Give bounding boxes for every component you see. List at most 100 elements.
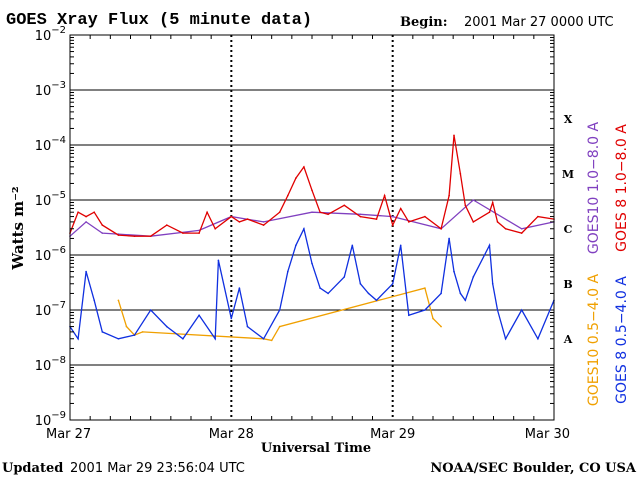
data-point — [166, 224, 168, 226]
data-point — [230, 317, 233, 320]
data-point — [453, 134, 455, 137]
data-point — [391, 283, 394, 285]
data-point — [262, 224, 265, 226]
data-point — [488, 244, 491, 247]
data-point — [399, 244, 402, 247]
x-tick-label: Mar 28 — [209, 427, 254, 442]
data-point — [472, 221, 475, 223]
data-point — [295, 177, 297, 179]
series-goes10-1-0-8-0-a — [69, 199, 555, 237]
data-point — [278, 309, 281, 311]
data-point — [93, 299, 95, 302]
y-tick-label: 10−7 — [35, 300, 66, 319]
data-point — [359, 213, 362, 216]
data-point — [125, 325, 128, 328]
data-point — [383, 194, 386, 197]
series-line — [69, 135, 555, 237]
data-point — [262, 221, 265, 223]
data-point — [472, 276, 475, 278]
y-tick-label: 10−6 — [35, 245, 66, 264]
data-point — [359, 283, 362, 285]
y-axis-ticks: 10−9 10−8 10−7 10−6 10−5 10−4 10−3 10−2 — [35, 25, 554, 429]
data-point — [85, 221, 87, 223]
data-point — [262, 338, 265, 340]
data-point — [117, 234, 120, 236]
data-point — [537, 338, 539, 340]
x-tick-label: Mar 29 — [370, 427, 415, 442]
data-point — [311, 189, 313, 192]
data-point — [214, 338, 216, 340]
data-point — [496, 309, 499, 311]
y-axis-label: Watts m⁻² — [9, 186, 27, 270]
data-point — [238, 221, 241, 223]
data-point — [101, 331, 104, 333]
data-point — [520, 232, 523, 234]
data-point — [287, 270, 289, 273]
data-point — [448, 194, 450, 197]
data-point — [149, 235, 152, 237]
data-point — [359, 215, 362, 218]
x-axis-label: Universal Time — [261, 441, 371, 456]
data-point — [198, 232, 200, 234]
data-point — [101, 224, 104, 226]
y-tick-label: 10−5 — [35, 190, 66, 209]
updated-value: 2001 Mar 29 23:56:04 UTC — [70, 461, 245, 476]
series-line — [117, 287, 442, 342]
data-point — [440, 325, 442, 328]
flare-class-label: A — [563, 333, 573, 346]
data-point — [496, 221, 499, 223]
flare-class-label: B — [563, 278, 572, 291]
data-point — [491, 283, 494, 285]
updated-label: Updated — [2, 461, 63, 476]
day-dividers — [230, 35, 394, 420]
chart-title: GOES Xray Flux (5 minute data) — [6, 11, 312, 30]
data-point — [278, 211, 281, 213]
y-tick-label: 10−2 — [35, 25, 66, 44]
data-point — [424, 215, 426, 218]
data-point — [217, 259, 220, 262]
data-point — [399, 207, 402, 210]
data-point — [149, 309, 152, 311]
y-tick-label: 10−8 — [35, 355, 66, 374]
x-axis-ticks: Mar 27 Mar 28 Mar 29 Mar 30 — [46, 35, 570, 442]
credit: NOAA/SEC Boulder, CO USA — [430, 461, 637, 476]
data-point — [246, 325, 249, 328]
legend-entry: GOES10 1.0−8.0 A — [586, 122, 602, 255]
data-point — [472, 199, 475, 201]
data-point — [141, 331, 144, 333]
data-point — [464, 299, 467, 302]
data-point — [117, 299, 120, 302]
flare-class-labels: A B C M X — [562, 113, 574, 346]
data-point — [391, 224, 394, 226]
data-point — [343, 276, 346, 278]
data-point — [206, 211, 208, 213]
data-point — [391, 215, 394, 218]
data-point — [117, 338, 120, 340]
data-point — [287, 194, 289, 197]
data-point — [85, 270, 87, 273]
legend-entry: GOES10 0.5−4.0 A — [586, 274, 602, 407]
data-point — [166, 325, 168, 328]
y-tick-label: 10−9 — [35, 410, 66, 429]
data-point — [311, 262, 313, 265]
data-point — [270, 339, 273, 342]
legend-entry: GOES 8 1.0−8.0 A — [614, 124, 630, 252]
data-point — [424, 309, 426, 311]
data-point — [77, 338, 79, 340]
data-point — [182, 338, 184, 340]
data-point — [520, 309, 523, 311]
data-point — [303, 166, 305, 168]
data-point — [520, 228, 523, 230]
flare-class-label: M — [562, 168, 574, 181]
data-point — [448, 237, 450, 240]
data-point — [488, 211, 491, 213]
data-point — [504, 338, 507, 340]
data-point — [182, 232, 184, 234]
data-point — [491, 201, 494, 204]
data-point — [278, 325, 281, 328]
data-point — [230, 215, 233, 218]
begin-label: Begin: — [400, 15, 448, 30]
begin-value: 2001 Mar 27 0000 UTC — [464, 15, 614, 30]
legend-entry: GOES 8 0.5−4.0 A — [614, 276, 630, 404]
